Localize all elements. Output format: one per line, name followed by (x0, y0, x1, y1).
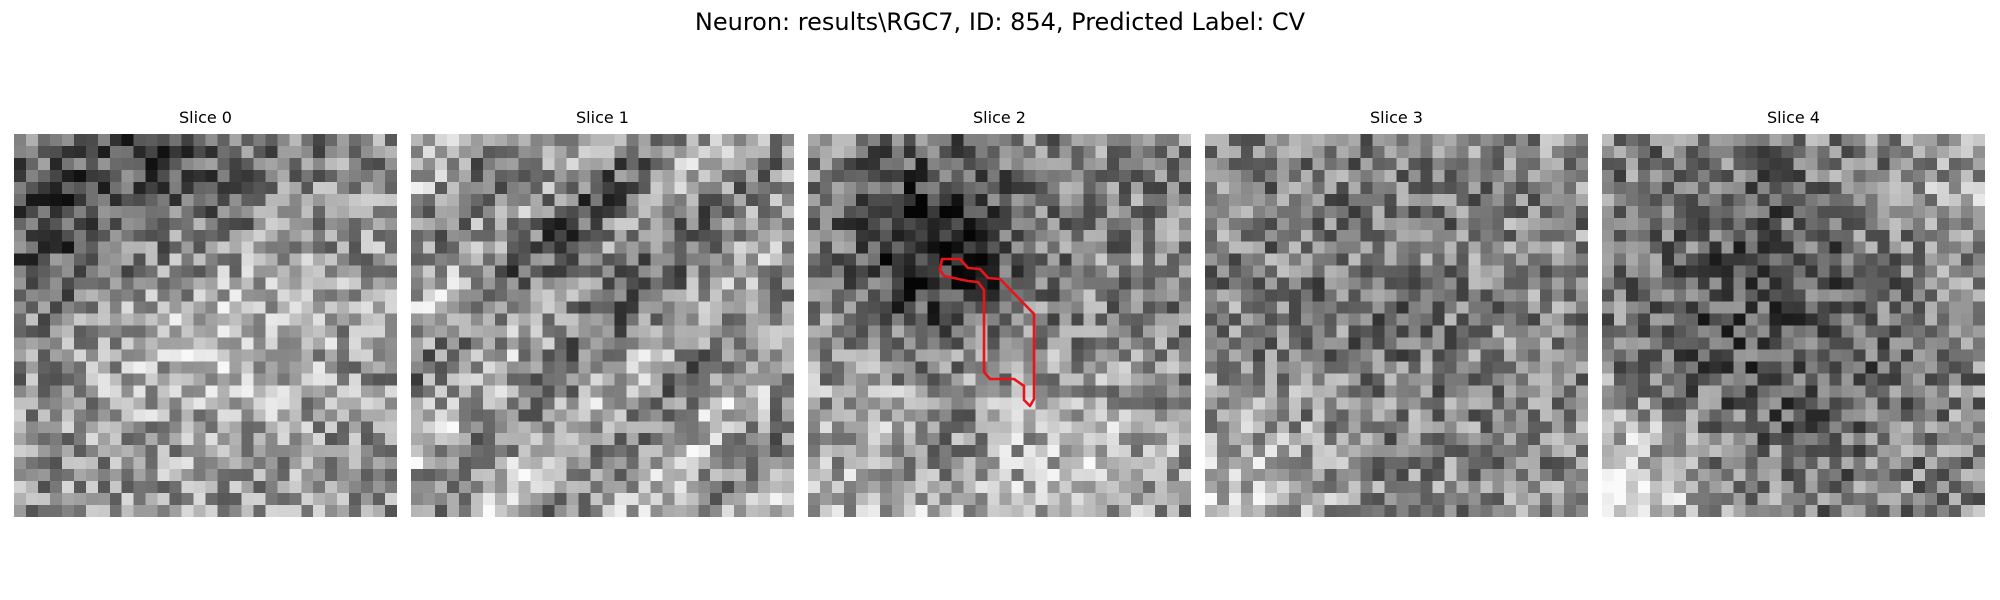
slice-image-0 (14, 134, 397, 517)
slice-panel-3: Slice 3 (1205, 108, 1588, 517)
slice-title-1: Slice 1 (576, 108, 629, 127)
slice-image-2 (808, 134, 1191, 517)
slice-image-3 (1205, 134, 1588, 517)
slice-image-1 (411, 134, 794, 517)
slice-panel-4: Slice 4 (1602, 108, 1985, 517)
slice-image-4 (1602, 134, 1985, 517)
slice-panel-0: Slice 0 (14, 108, 397, 517)
slice-title-0: Slice 0 (179, 108, 232, 127)
roi-contour (938, 257, 1036, 408)
slice-title-3: Slice 3 (1370, 108, 1423, 127)
slice-title-4: Slice 4 (1767, 108, 1820, 127)
slice-panel-2: Slice 2 (808, 108, 1191, 517)
slice-panel-1: Slice 1 (411, 108, 794, 517)
slice-title-2: Slice 2 (973, 108, 1026, 127)
figure-title: Neuron: results\RGC7, ID: 854, Predicted… (694, 8, 1306, 36)
